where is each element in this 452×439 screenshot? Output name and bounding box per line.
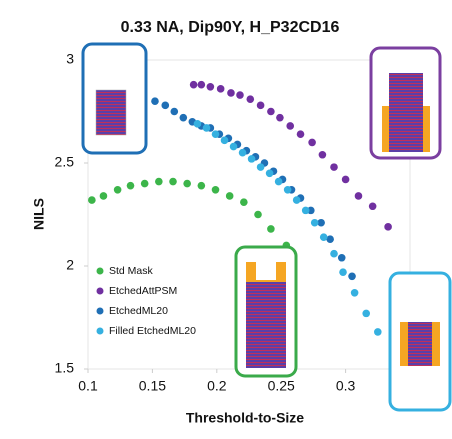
- inset-image: [389, 73, 423, 152]
- scatter-point: [362, 310, 370, 318]
- scatter-point: [194, 120, 202, 128]
- x-tick-label: 0.15: [139, 378, 166, 394]
- scatter-point: [266, 170, 274, 178]
- scatter-point: [257, 102, 265, 110]
- scatter-point: [355, 192, 363, 200]
- scatter-point: [170, 108, 178, 116]
- scatter-point: [212, 130, 220, 138]
- scatter-point: [183, 180, 191, 188]
- scatter-point: [217, 85, 225, 93]
- scatter-point: [320, 233, 328, 241]
- scatter-point: [369, 202, 377, 210]
- inset-image: [96, 90, 126, 135]
- scatter-point: [351, 289, 359, 297]
- y-axis-label: NILS: [31, 198, 47, 230]
- scatter-point: [207, 83, 215, 91]
- scatter-point: [297, 130, 305, 138]
- scatter-point: [198, 182, 206, 190]
- scatter-point: [339, 268, 347, 276]
- scatter-point: [267, 108, 275, 116]
- legend-marker: [97, 308, 104, 315]
- legend-label: Std Mask: [109, 265, 154, 277]
- y-tick-label: 1.5: [55, 360, 75, 376]
- scatter-point: [230, 143, 238, 151]
- inset-image: [246, 282, 286, 368]
- scatter-point: [127, 182, 135, 190]
- scatter-point: [221, 137, 229, 145]
- scatter-point: [141, 180, 149, 188]
- scatter-point: [308, 139, 316, 147]
- scatter-point: [239, 149, 247, 157]
- x-tick-label: 0.25: [268, 378, 295, 394]
- legend-marker: [97, 328, 104, 335]
- scatter-point: [212, 186, 220, 194]
- scatter-point: [302, 207, 310, 215]
- scatter-point: [100, 192, 108, 200]
- scatter-point: [114, 186, 122, 194]
- scatter-point: [248, 155, 256, 163]
- y-tick-label: 2: [66, 257, 74, 273]
- scatter-point: [169, 178, 177, 186]
- scatter-point: [348, 273, 356, 281]
- scatter-point: [226, 192, 234, 200]
- legend: Std Mask EtchedAttPSM EtchedML20 Filled Etc…: [97, 265, 197, 337]
- scatter-point: [384, 223, 392, 231]
- x-axis-label: Threshold-to-Size: [186, 410, 304, 426]
- scatter-point: [286, 122, 294, 130]
- legend-marker: [97, 288, 104, 295]
- chart-title: 0.33 NA, Dip90Y, H_P32CD16: [121, 19, 340, 36]
- scatter-point: [311, 219, 319, 227]
- scatter-point: [180, 114, 188, 122]
- scatter-point: [240, 198, 248, 206]
- scatter-point: [293, 196, 301, 204]
- scatter-point: [267, 225, 275, 233]
- scatter-point: [374, 328, 382, 336]
- scatter-point: [198, 81, 206, 89]
- legend-label: EtchedML20: [109, 305, 168, 317]
- scatter-point: [246, 95, 254, 103]
- inset-image: [408, 322, 432, 366]
- scatter-point: [151, 97, 159, 105]
- x-tick-label: 0.2: [207, 378, 227, 394]
- scatter-point: [161, 102, 169, 110]
- x-tick-label: 0.1: [78, 378, 98, 394]
- chart: 0.33 NA, Dip90Y, H_P32CD16 NILS Threshol…: [0, 0, 452, 439]
- scatter-point: [254, 211, 262, 219]
- inset-image: [256, 262, 276, 280]
- scatter-point: [236, 91, 244, 99]
- scatter-point: [155, 178, 163, 186]
- scatter-point: [275, 178, 283, 186]
- scatter-point: [227, 89, 235, 97]
- scatter-point: [319, 151, 327, 159]
- legend-marker: [97, 268, 104, 275]
- scatter-point: [88, 196, 96, 204]
- scatter-point: [190, 81, 198, 89]
- scatter-point: [326, 235, 334, 243]
- scatter-point: [276, 114, 284, 122]
- scatter-point: [203, 124, 211, 132]
- legend-label: Filled EtchedML20: [109, 325, 196, 337]
- scatter-point: [342, 176, 350, 184]
- scatter-point: [257, 163, 265, 171]
- y-tick-label: 3: [66, 51, 74, 67]
- scatter-point: [338, 254, 346, 262]
- x-tick-label: 0.3: [336, 378, 356, 394]
- legend-label: EtchedAttPSM: [109, 285, 177, 297]
- y-tick-label: 2.5: [55, 154, 75, 170]
- inset-images: [83, 44, 450, 410]
- scatter-point: [284, 186, 292, 194]
- scatter-point: [330, 163, 338, 171]
- scatter-point: [330, 250, 338, 258]
